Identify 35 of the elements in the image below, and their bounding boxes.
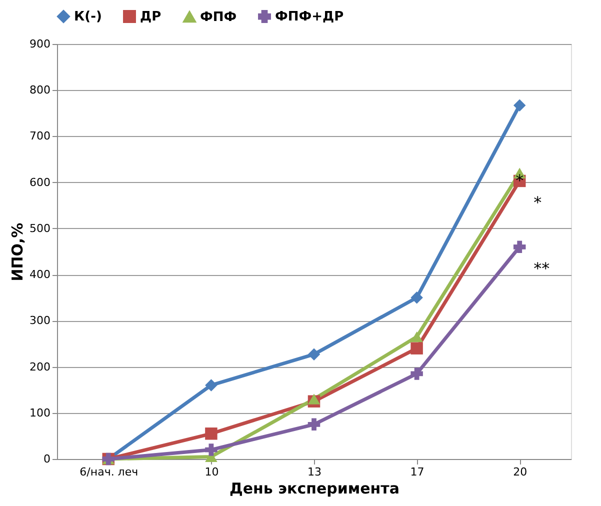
point bbox=[308, 394, 320, 404]
x-tick-label: 20 bbox=[513, 466, 528, 478]
y-tick-label: 600 bbox=[30, 176, 50, 189]
annotation: ** bbox=[534, 258, 550, 278]
point bbox=[410, 332, 423, 342]
legend-label: ДР bbox=[140, 10, 162, 25]
point bbox=[410, 342, 423, 354]
point bbox=[205, 379, 218, 392]
point bbox=[410, 368, 423, 380]
point bbox=[205, 428, 218, 440]
point bbox=[205, 444, 218, 456]
x-tick-label: 10 bbox=[204, 466, 219, 478]
y-tick-label: 0 bbox=[44, 452, 50, 466]
point bbox=[308, 348, 320, 360]
point bbox=[410, 291, 423, 304]
y-tick-label: 200 bbox=[30, 360, 50, 374]
y-tick-label: 800 bbox=[30, 84, 50, 97]
y-tick-label: 400 bbox=[30, 268, 50, 282]
y-axis-title: ИПО,% bbox=[8, 222, 27, 282]
x-tick-label: 6/нач. леч bbox=[80, 466, 138, 478]
legend-label: К(-) bbox=[74, 10, 102, 25]
y-tick-label: 100 bbox=[30, 406, 50, 420]
legend-label: ФПФ+ДР bbox=[275, 10, 344, 25]
x-tick-label: 13 bbox=[308, 466, 322, 478]
legend-label: ФПФ bbox=[200, 10, 237, 25]
y-tick-label: 300 bbox=[30, 314, 50, 328]
y-tick-label: 500 bbox=[30, 222, 50, 235]
y-tick-label: 900 bbox=[30, 38, 50, 50]
point bbox=[513, 99, 526, 112]
x-tick-label: 17 bbox=[410, 466, 424, 478]
point bbox=[513, 240, 526, 254]
point bbox=[308, 418, 320, 431]
x-axis-title: День эксперимента bbox=[230, 480, 400, 498]
y-tick-label: 700 bbox=[30, 130, 50, 143]
annotation: * bbox=[534, 192, 542, 212]
